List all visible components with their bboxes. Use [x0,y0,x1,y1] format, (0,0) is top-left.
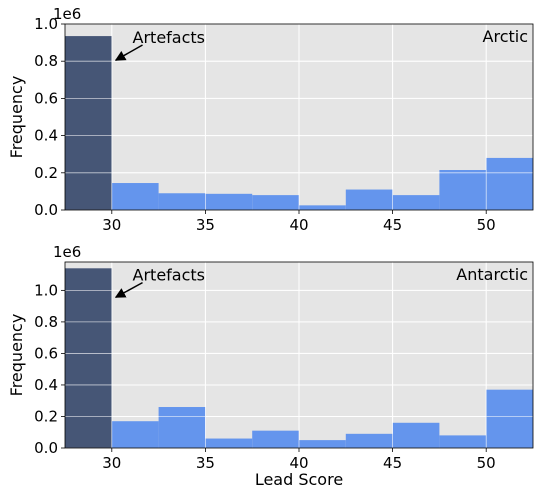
histogram-bar [392,422,440,448]
histogram-bar [158,407,206,448]
histogram-bar [439,435,487,448]
antarctic-panel: 30 35 40 45 50 0.0 0.2 0.4 0.6 0.8 1.0 1e6 Frequency… [7,243,534,489]
y-tick-label: 0.0 [34,439,58,457]
y-tick-label: 0.4 [34,127,58,145]
y-offset-label: 1e6 [53,243,81,261]
x-tick-label: 45 [383,454,402,472]
histogram-bar [111,421,159,448]
y-tick-label: 0.0 [34,201,58,219]
histogram-bar [299,205,346,210]
panel-label: Antarctic [456,265,528,284]
y-tick-label: 0.4 [34,376,58,394]
y-axis-label: Frequency [7,314,26,397]
artefact-bar [65,36,112,211]
x-tick-label: 50 [477,454,496,472]
x-tick-label: 35 [196,454,215,472]
x-tick-label: 30 [102,454,121,472]
y-tick-label: 0.8 [34,52,58,70]
y-tick-label: 0.6 [34,89,58,107]
y-tick-label: 1.0 [34,15,58,33]
annotation-arrow [114,281,143,298]
x-tick-label: 45 [383,216,402,234]
histogram-bar [486,389,533,448]
histogram-bar [252,195,299,210]
histogram-bar [111,183,159,210]
y-tick-label: 0.2 [34,407,58,425]
histogram-bar [486,157,533,210]
histogram-bar [205,193,253,210]
x-tick-label: 40 [289,216,308,234]
histogram-bar [205,438,253,448]
annotation-label: Artefacts [133,28,205,47]
histogram-bar [252,430,299,448]
y-tick-label: 1.0 [34,281,58,299]
y-tick-label: 0.6 [34,344,58,362]
histogram-bar [392,195,440,210]
x-tick-label: 30 [102,216,121,234]
histogram-bar [158,193,206,210]
histogram-bar [345,433,393,448]
x-tick-label: 50 [477,216,496,234]
histogram-bar [439,170,487,210]
artefact-bar [65,268,112,448]
annotation-label: Artefacts [133,266,205,285]
x-axis-label: Lead Score [255,470,343,489]
histogram-bar [299,440,346,448]
x-tick-label: 40 [289,454,308,472]
annotation-arrow [114,44,143,61]
y-axis-label: Frequency [7,76,26,159]
y-tick-label: 0.8 [34,313,58,331]
x-tick-label: 35 [196,216,215,234]
y-tick-label: 0.2 [34,164,58,182]
panel-label: Arctic [483,27,528,46]
y-offset-label: 1e6 [53,5,81,23]
histogram-bar [345,189,393,210]
